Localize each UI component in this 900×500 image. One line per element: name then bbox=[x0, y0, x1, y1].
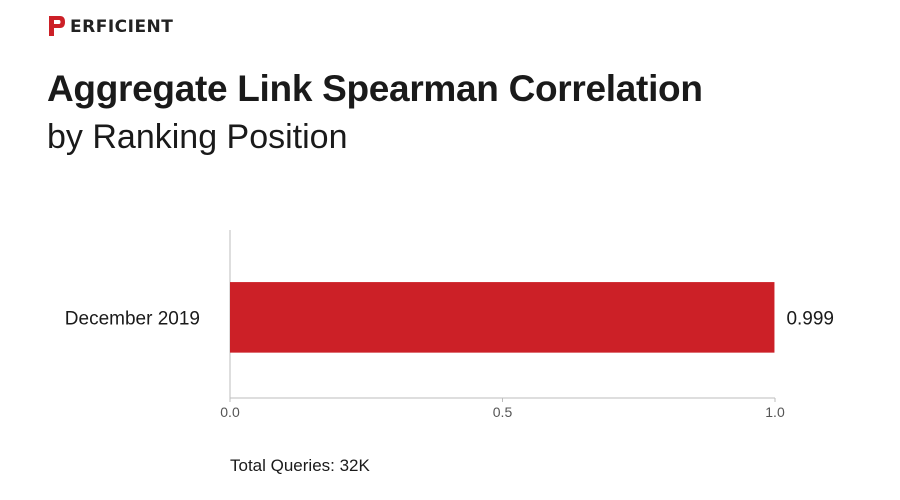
total-queries-note: Total Queries: 32K bbox=[230, 456, 370, 475]
category-label: December 2019 bbox=[65, 308, 200, 329]
perficient-logo-mark-icon bbox=[49, 16, 65, 36]
x-tick-label: 0.5 bbox=[493, 404, 513, 420]
data-label: 0.999 bbox=[786, 308, 834, 329]
x-tick-label: 0.0 bbox=[220, 404, 240, 420]
logo-text: ERFICIENT bbox=[70, 17, 174, 37]
bar bbox=[230, 282, 775, 353]
x-tick-label: 1.0 bbox=[765, 404, 785, 420]
page-title: Aggregate Link Spearman Correlation bbox=[47, 68, 703, 109]
perficient-logo: ERFICIENT bbox=[47, 11, 173, 41]
page-subtitle: by Ranking Position bbox=[47, 118, 348, 156]
